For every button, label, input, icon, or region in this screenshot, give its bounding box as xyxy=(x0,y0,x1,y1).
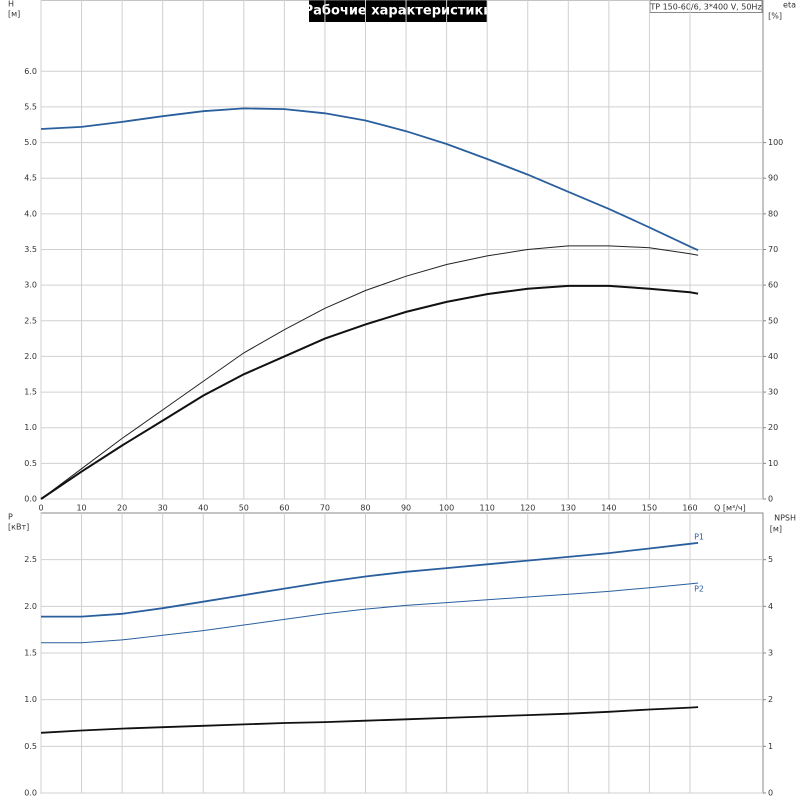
series-line xyxy=(41,582,699,644)
y-axis-label: P xyxy=(8,513,13,522)
y2-tick-label: 100 xyxy=(768,138,783,147)
x-tick-label: 40 xyxy=(198,504,208,513)
y2-tick-label: 70 xyxy=(768,245,778,254)
y2-tick-label: 40 xyxy=(768,352,778,361)
y2-tick-label: 90 xyxy=(768,174,778,183)
y-tick-label: 4.5 xyxy=(24,174,37,183)
x-tick-label: 10 xyxy=(76,504,86,513)
y-tick-label: 2.5 xyxy=(24,316,37,325)
y-tick-label: 3.5 xyxy=(24,245,37,254)
y-tick-label: 4.0 xyxy=(24,209,37,218)
y2-tick-label: 1 xyxy=(768,742,773,751)
series-line xyxy=(40,706,699,734)
y2-axis-label: NPSH xyxy=(774,514,796,523)
x-tick-label: 100 xyxy=(439,504,454,513)
y-tick-label: 5.0 xyxy=(24,138,37,147)
x-tick-label: 130 xyxy=(561,504,576,513)
x-tick-label: 60 xyxy=(279,504,289,513)
y-axis-unit: [м] xyxy=(8,10,20,19)
y-tick-label: 0.5 xyxy=(24,742,37,751)
x-tick-label: 110 xyxy=(480,504,495,513)
y2-tick-label: 60 xyxy=(768,281,778,290)
y2-tick-label: 3 xyxy=(768,649,773,658)
y-tick-label: 2.0 xyxy=(24,602,37,611)
y2-tick-label: 20 xyxy=(768,423,778,432)
y2-tick-label: 50 xyxy=(768,316,778,325)
x-tick-label: 80 xyxy=(360,504,370,513)
x-tick-label: 50 xyxy=(239,504,249,513)
y2-tick-label: 80 xyxy=(768,209,778,218)
y-tick-label: 2.0 xyxy=(24,352,37,361)
x-tick-label: 70 xyxy=(320,504,330,513)
y-tick-label: 1.0 xyxy=(24,423,37,432)
y-axis-unit: [кВт] xyxy=(8,523,29,532)
x-tick-label: 90 xyxy=(401,504,411,513)
y-tick-label: 1.5 xyxy=(24,649,37,658)
y-tick-label: 5.5 xyxy=(24,102,37,111)
y-tick-label: 6.0 xyxy=(24,67,37,76)
x-tick-label: 0 xyxy=(38,504,43,513)
x-tick-label: 30 xyxy=(158,504,168,513)
chart-title: Рабочие характеристики xyxy=(304,4,493,19)
y2-tick-label: 0 xyxy=(768,789,773,798)
y-tick-label: 1.0 xyxy=(24,695,37,704)
y2-tick-label: 2 xyxy=(768,695,773,704)
series-line xyxy=(40,245,699,500)
annotation: TP 150-60/6, 3*400 V, 50Hz xyxy=(649,3,761,12)
y-tick-label: 0.0 xyxy=(24,495,37,504)
y2-tick-label: 30 xyxy=(768,388,778,397)
y2-tick-label: 0 xyxy=(768,495,773,504)
x-tick-label: 20 xyxy=(117,504,127,513)
x-tick-label: 150 xyxy=(642,504,657,513)
series-label: P2 xyxy=(694,585,704,594)
y2-axis-unit: [%] xyxy=(768,12,782,21)
y-axis-label: H xyxy=(8,0,14,9)
x-tick-label: 140 xyxy=(601,504,616,513)
x-tick-label: 120 xyxy=(520,504,535,513)
x-tick-label: 160 xyxy=(682,504,697,513)
y-tick-label: 1.5 xyxy=(24,388,37,397)
y2-axis-unit: [м] xyxy=(770,525,782,534)
y2-tick-label: 5 xyxy=(768,555,773,564)
y2-tick-label: 10 xyxy=(768,459,778,468)
series-label: P1 xyxy=(694,532,704,541)
y-tick-label: 2.5 xyxy=(24,555,37,564)
y2-tick-label: 4 xyxy=(768,602,773,611)
x-axis-label: Q [м³/ч] xyxy=(714,504,746,513)
series-line xyxy=(41,542,699,618)
series-line xyxy=(40,107,699,252)
y-tick-label: 0.0 xyxy=(24,789,37,798)
y-tick-label: 3.0 xyxy=(24,281,37,290)
y-tick-label: 0.5 xyxy=(24,459,37,468)
series-line xyxy=(40,284,699,500)
y2-axis-label: eta xyxy=(783,1,796,10)
title-box xyxy=(309,0,487,22)
